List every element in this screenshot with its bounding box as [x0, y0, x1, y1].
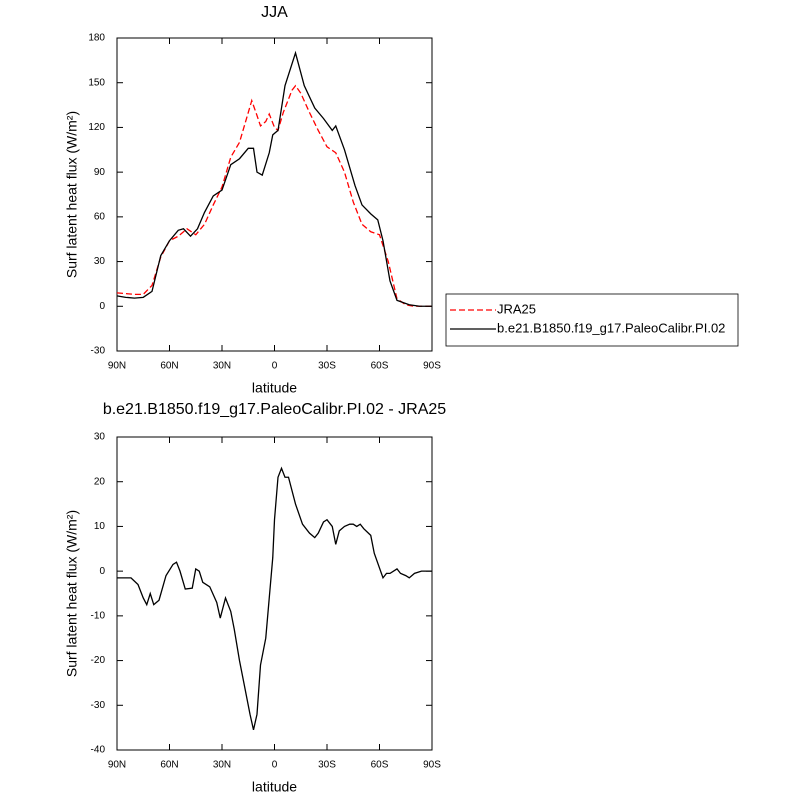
y-tick-label: -40	[91, 745, 106, 756]
x-tick-label: 60S	[371, 361, 389, 372]
y-tick-label: 120	[88, 122, 105, 133]
y-tick-label: 30	[94, 256, 106, 267]
y-tick-label: 0	[99, 301, 105, 312]
x-tick-label: 90N	[108, 760, 126, 771]
x-tick-label: 60N	[160, 760, 178, 771]
series-line	[116, 84, 432, 307]
y-tick-label: -30	[91, 346, 106, 357]
y-tick-label: -20	[91, 655, 106, 666]
plot-frame	[116, 436, 433, 751]
y-tick-label: 30	[94, 432, 106, 443]
x-tick-label: 60N	[160, 361, 178, 372]
y-tick-label: -30	[91, 700, 106, 711]
x-tick-label: 30S	[318, 361, 336, 372]
x-tick-label: 90N	[108, 361, 126, 372]
x-tick-label: 30N	[213, 760, 231, 771]
y-axis-label: Surf latent heat flux (W/m²)	[64, 111, 80, 278]
chart-title: b.e21.B1850.f19_g17.PaleoCalibr.PI.02 - …	[103, 401, 446, 418]
legend-label: b.e21.B1850.f19_g17.PaleoCalibr.PI.02	[497, 320, 725, 335]
y-tick-label: 10	[94, 521, 106, 532]
x-tick-label: 0	[272, 361, 278, 372]
y-tick-label: 20	[94, 476, 106, 487]
series-line	[117, 466, 432, 731]
x-tick-label: 30N	[213, 361, 231, 372]
y-tick-label: 0	[99, 566, 105, 577]
y-tick-label: 60	[94, 211, 106, 222]
y-tick-label: 150	[88, 77, 105, 88]
y-tick-label: -10	[91, 610, 106, 621]
x-axis-label: latitude	[252, 779, 297, 795]
y-tick-label: 90	[94, 167, 106, 178]
x-tick-label: 90S	[423, 361, 441, 372]
y-tick-label: 180	[88, 33, 105, 44]
y-axis-label: Surf latent heat flux (W/m²)	[64, 510, 80, 677]
x-tick-label: 60S	[371, 760, 389, 771]
x-tick-label: 0	[272, 760, 278, 771]
x-axis-label: latitude	[252, 380, 297, 396]
plot-frame	[116, 37, 433, 352]
x-tick-label: 30S	[318, 760, 336, 771]
chart-title: JJA	[261, 4, 288, 21]
legend-label: JRA25	[497, 301, 536, 316]
legend-box	[445, 293, 739, 347]
x-tick-label: 90S	[423, 760, 441, 771]
series-line	[116, 50, 432, 307]
